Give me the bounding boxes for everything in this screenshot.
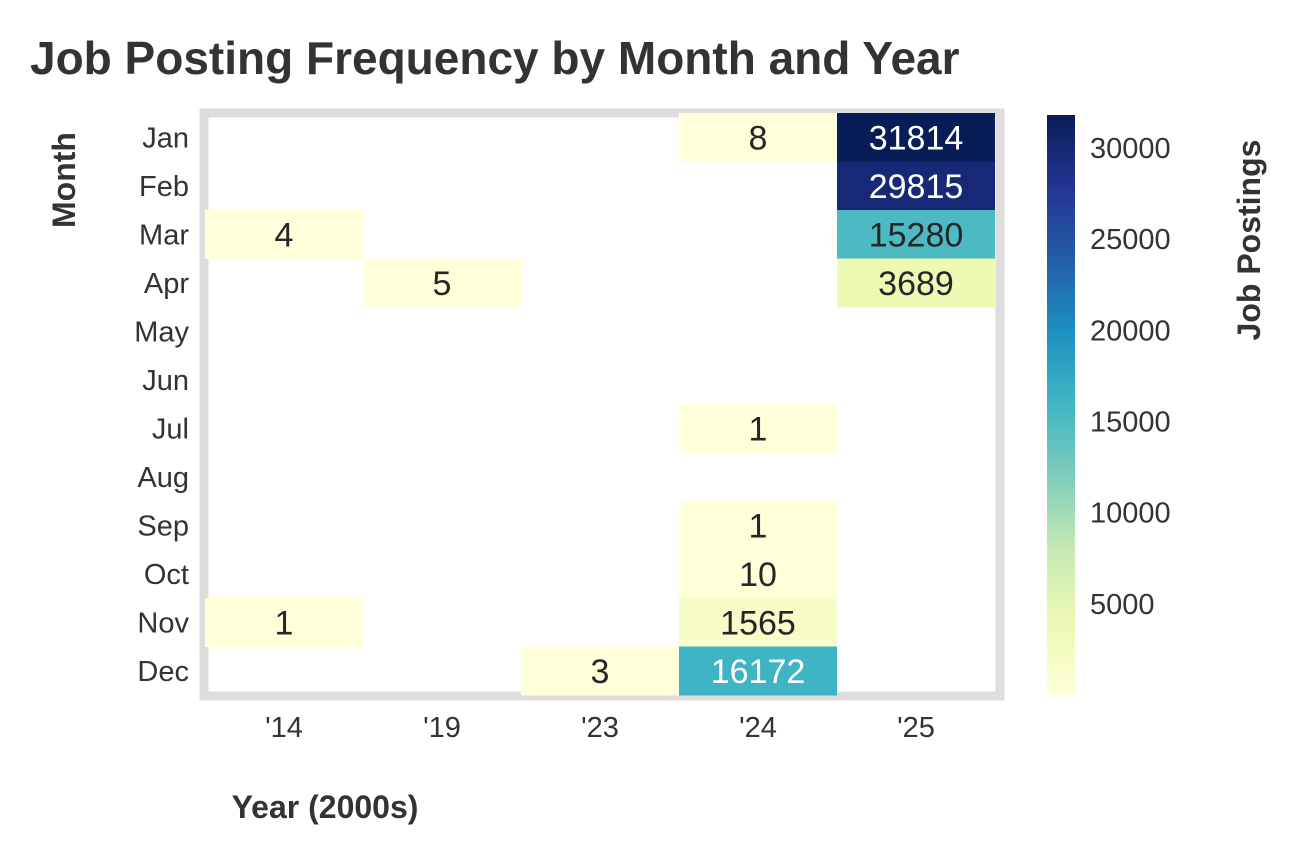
y-tick-label: Feb (139, 171, 189, 203)
cell-value-label: 16172 (711, 653, 806, 691)
y-tick-label: Nov (137, 607, 189, 639)
cell-value-label: 15280 (869, 216, 964, 254)
colorbar-tick-label: 5000 (1090, 589, 1155, 621)
y-axis-title: Month (46, 132, 82, 228)
x-tick-label: '25 (897, 712, 935, 744)
y-tick-label: Apr (144, 268, 189, 300)
x-tick-label: '23 (581, 712, 619, 744)
cell-value-label: 4 (275, 216, 294, 254)
heatmap-cell (679, 501, 837, 550)
y-tick-label: May (134, 316, 189, 348)
y-tick-label: Dec (137, 656, 189, 688)
heatmap-cell (679, 598, 837, 647)
heatmap-cell (837, 210, 995, 259)
heatmap-cell (363, 258, 521, 308)
cell-value-label: 1565 (720, 604, 796, 642)
x-tick-label: '14 (265, 712, 303, 744)
heatmap-cells (205, 113, 995, 696)
colorbar-tick-label: 25000 (1090, 224, 1171, 256)
x-tick-label: '19 (423, 712, 461, 744)
heatmap-cell-labels: 8 31814 29815 4 15280 5 3689 1 1 10 1 1565 3 16172 (275, 119, 964, 691)
y-tick-labels: Jan Feb Mar Apr May Jun Jul Aug Sep Oct Nov Dec (134, 122, 189, 688)
colorbar (1047, 115, 1075, 695)
heatmap-cell (205, 210, 363, 259)
heatmap-cell (679, 549, 837, 599)
colorbar-tick-labels: 5000 10000 15000 20000 25000 30000 (1090, 133, 1171, 621)
y-tick-label: Aug (137, 462, 189, 494)
heatmap-cell (837, 258, 995, 308)
heatmap-cell (679, 113, 837, 162)
cell-value-label: 3689 (878, 265, 954, 303)
x-tick-label: '24 (739, 712, 777, 744)
heatmap-cell (837, 113, 995, 162)
cell-value-label: 29815 (869, 168, 964, 206)
heatmap-cell (521, 646, 679, 696)
cell-value-label: 1 (749, 507, 768, 545)
cell-value-label: 3 (591, 653, 610, 691)
y-tick-label: Oct (144, 559, 189, 591)
plot-frame (199, 108, 1005, 701)
y-tick-label: Mar (139, 219, 189, 251)
colorbar-tick-label: 15000 (1090, 407, 1171, 439)
cell-value-label: 1 (275, 604, 294, 642)
chart-title: Job Posting Frequency by Month and Year (30, 32, 960, 84)
y-tick-label: Jan (142, 122, 189, 154)
cell-value-label: 5 (433, 265, 452, 303)
y-tick-label: Sep (137, 510, 189, 542)
cell-value-label: 8 (749, 119, 768, 157)
cell-value-label: 31814 (869, 119, 964, 157)
y-tick-label: Jun (142, 365, 189, 397)
colorbar-tick-label: 10000 (1090, 498, 1171, 530)
cell-value-label: 1 (749, 410, 768, 448)
x-axis-title: Year (2000s) (232, 789, 419, 825)
cell-value-label: 10 (739, 556, 777, 594)
colorbar-tick-label: 30000 (1090, 133, 1171, 165)
colorbar-tick-label: 20000 (1090, 315, 1171, 347)
x-tick-labels: '14 '19 '23 '24 '25 (265, 712, 935, 744)
y-tick-label: Jul (152, 413, 189, 445)
heatmap-cell (205, 598, 363, 647)
colorbar-title: Job Postings (1231, 140, 1267, 341)
heatmap-cell (837, 161, 995, 211)
heatmap-cell (679, 404, 837, 453)
heatmap-cell (679, 646, 837, 696)
